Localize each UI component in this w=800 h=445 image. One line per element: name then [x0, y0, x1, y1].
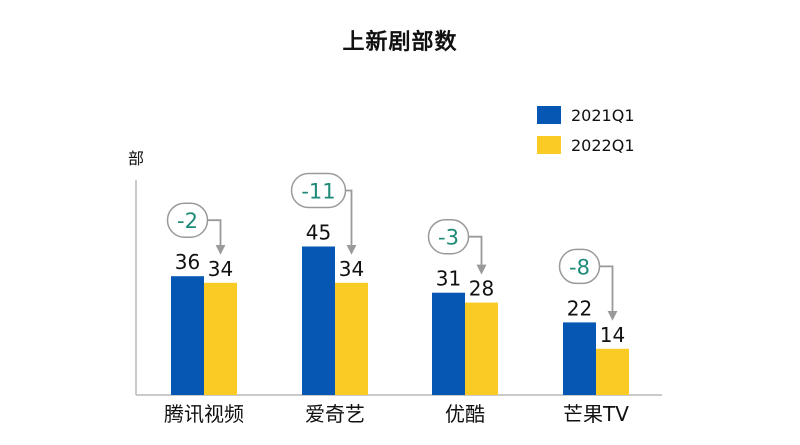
diff-label-1: -2: [177, 209, 198, 233]
legend: 2021Q1 2022Q1: [537, 100, 635, 160]
y-axis-label: 部: [128, 149, 145, 168]
legend-label-2021q1: 2021Q1: [571, 105, 635, 125]
diff-arrow-3: [468, 235, 487, 275]
bar-2022q1-4: [596, 348, 629, 395]
data-label-2022q1-4: 14: [600, 323, 625, 347]
data-label-2021q1-3: 31: [436, 267, 461, 291]
data-label-2022q1-2: 34: [339, 257, 364, 281]
legend-item-2021q1: 2021Q1: [537, 100, 635, 130]
data-label-2022q1-1: 34: [208, 257, 233, 281]
x-tick-label-1: 腾讯视频: [164, 402, 244, 426]
diff-arrow-4: [599, 265, 618, 321]
bar-2022q1-2: [335, 282, 368, 395]
diff-label-4: -8: [569, 255, 590, 279]
bar-2021q1-1: [171, 276, 204, 395]
data-label-2022q1-3: 28: [469, 277, 494, 301]
diff-arrow-1: [207, 219, 226, 255]
bar-2022q1-1: [204, 282, 237, 395]
x-tick-label-3: 优酷: [445, 402, 485, 426]
x-tick-label-2: 爱奇艺: [305, 402, 365, 426]
legend-swatch-2021q1: [537, 106, 561, 124]
data-label-2021q1-2: 45: [306, 221, 331, 245]
x-tick-label-4: 芒果TV: [563, 402, 629, 426]
legend-swatch-2022q1: [537, 136, 561, 154]
legend-label-2022q1: 2022Q1: [571, 135, 635, 155]
data-label-2021q1-4: 22: [567, 296, 592, 320]
bar-2021q1-3: [432, 292, 465, 395]
bar-2022q1-3: [465, 302, 498, 395]
data-label-2021q1-1: 36: [175, 250, 200, 274]
diff-label-3: -3: [438, 226, 459, 250]
legend-item-2022q1: 2022Q1: [537, 130, 635, 160]
diff-label-2: -11: [301, 180, 335, 204]
bar-2021q1-2: [302, 246, 335, 395]
diff-arrow-2: [345, 189, 357, 255]
bar-2021q1-4: [563, 322, 596, 395]
chart-title: 上新剧部数: [342, 30, 458, 55]
